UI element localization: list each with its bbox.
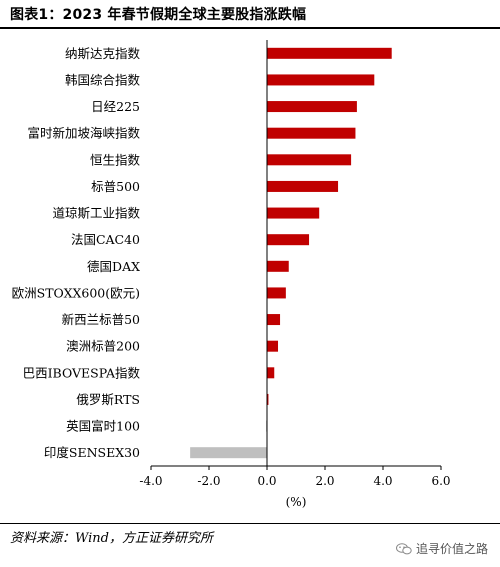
bar	[267, 260, 289, 272]
bar	[267, 180, 339, 192]
x-tick-label: -2.0	[197, 474, 220, 488]
bar	[267, 74, 375, 86]
x-tick-label: 4.0	[373, 474, 392, 488]
chart-title: 图表1：2023 年春节假期全球主要股指涨跌幅	[10, 7, 307, 23]
category-label: 澳洲标普200	[66, 339, 140, 354]
category-label: 俄罗斯RTS	[76, 392, 140, 407]
watermark-text: 追寻价值之路	[415, 542, 488, 556]
category-label: 道琼斯工业指数	[52, 206, 140, 221]
x-tick-label: 2.0	[315, 474, 334, 488]
source-note: 资料来源：Wind，方正证券研究所	[10, 531, 213, 546]
bar	[267, 101, 357, 113]
category-label: 欧洲STOXX600(欧元)	[12, 285, 140, 300]
bar	[267, 234, 310, 246]
watermark: 追寻价值之路	[395, 540, 488, 557]
category-label: 英国富时100	[66, 419, 140, 434]
bar	[267, 340, 279, 352]
category-label: 标普500	[91, 179, 140, 194]
bar	[190, 447, 267, 459]
wechat-icon	[395, 542, 412, 554]
category-label: 新西兰标普50	[62, 312, 140, 327]
bar	[267, 367, 275, 379]
category-label: 纳斯达克指数	[65, 46, 141, 61]
title-divider	[0, 27, 500, 29]
category-label: 日经225	[91, 99, 140, 114]
x-tick-label: 0.0	[257, 474, 276, 488]
bar	[267, 314, 281, 326]
bar	[267, 127, 356, 139]
bar	[267, 154, 352, 166]
category-label: 富时新加坡海峡指数	[27, 126, 140, 141]
category-label: 韩国综合指数	[65, 72, 141, 87]
bar	[267, 47, 392, 59]
category-label: 恒生指数	[90, 152, 141, 167]
bar	[267, 393, 269, 405]
category-label: 巴西IBOVESPA指数	[23, 365, 141, 380]
footer-divider	[0, 523, 500, 524]
category-label: 印度SENSEX30	[44, 445, 140, 460]
x-axis-label: (%)	[286, 495, 307, 509]
bar	[267, 287, 286, 299]
category-label: 德国DAX	[87, 259, 140, 274]
category-label: 法国CAC40	[71, 232, 140, 247]
x-tick-label: 6.0	[431, 474, 450, 488]
bar	[267, 207, 320, 219]
x-tick-label: -4.0	[139, 474, 162, 488]
